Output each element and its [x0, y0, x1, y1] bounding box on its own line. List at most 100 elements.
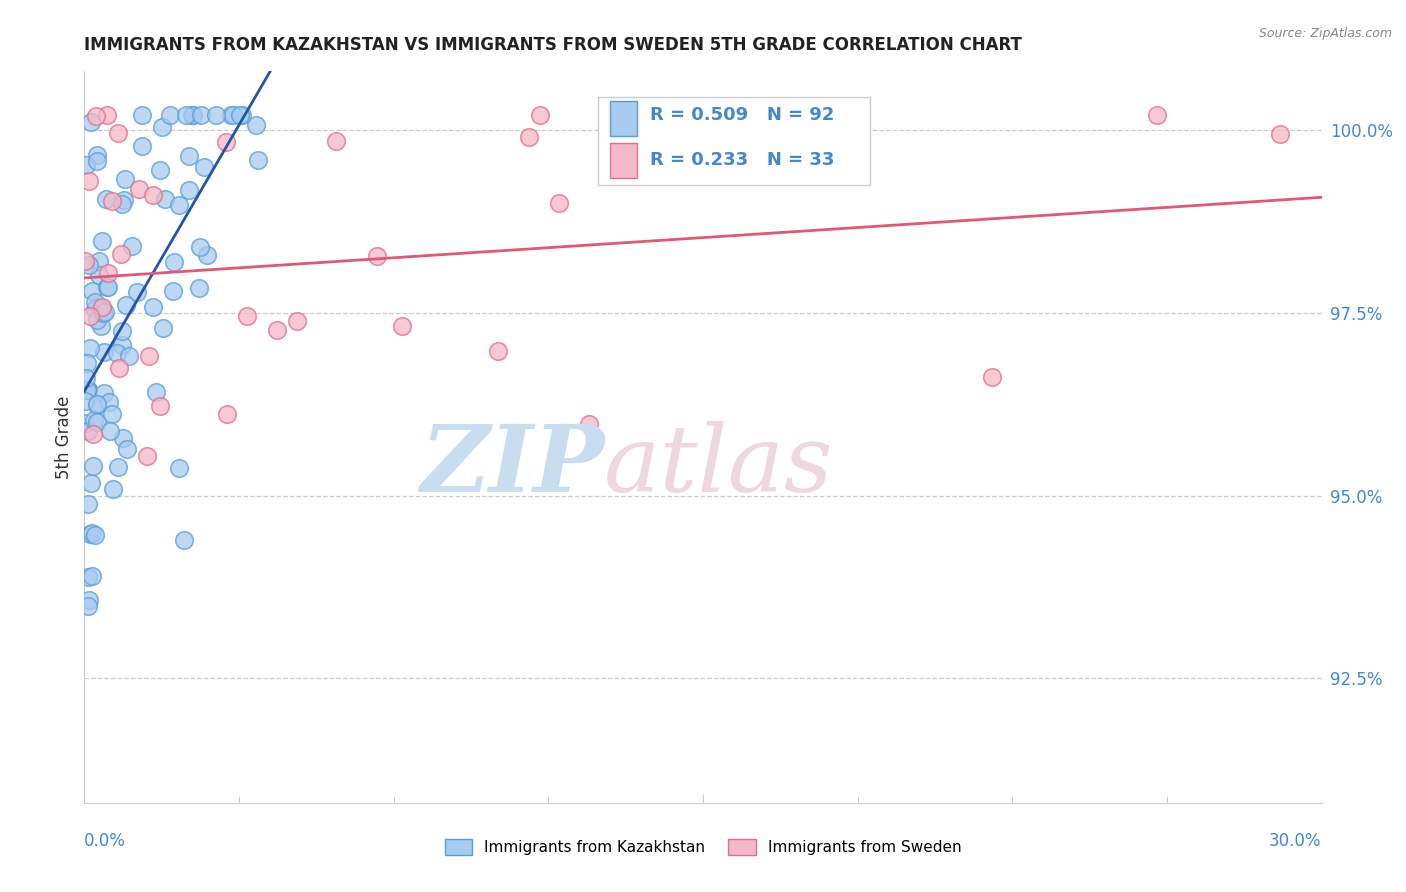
- Point: [96, 108, 118, 122]
- Point: [101, 482, 124, 496]
- Point: [517, 130, 540, 145]
- Point: [245, 118, 267, 132]
- Point: [221, 108, 243, 122]
- Text: R = 0.233   N = 33: R = 0.233 N = 33: [650, 151, 834, 169]
- Point: [235, 310, 257, 324]
- Point: [77, 497, 100, 511]
- Point: [80, 284, 103, 298]
- Point: [84, 109, 107, 123]
- Point: [127, 285, 149, 299]
- Point: [1146, 108, 1168, 122]
- Point: [153, 192, 176, 206]
- Legend: Immigrants from Kazakhstan, Immigrants from Sweden: Immigrants from Kazakhstan, Immigrants f…: [439, 833, 967, 861]
- Point: [73, 254, 96, 268]
- Point: [77, 599, 100, 614]
- Point: [231, 108, 253, 122]
- Point: [115, 298, 138, 312]
- Point: [93, 345, 115, 359]
- Point: [80, 526, 103, 541]
- Point: [145, 385, 167, 400]
- Point: [76, 383, 98, 397]
- Text: R = 0.509   N = 92: R = 0.509 N = 92: [650, 105, 834, 123]
- Point: [114, 172, 136, 186]
- Point: [94, 192, 117, 206]
- Point: [180, 108, 202, 122]
- Point: [86, 147, 108, 161]
- Text: atlas: atlas: [605, 421, 834, 511]
- Point: [163, 255, 186, 269]
- Point: [76, 383, 98, 397]
- Point: [79, 341, 101, 355]
- Point: [128, 182, 150, 196]
- Point: [366, 249, 388, 263]
- Point: [173, 533, 195, 547]
- Point: [82, 427, 104, 442]
- Point: [108, 361, 131, 376]
- Point: [112, 193, 135, 207]
- Point: [193, 160, 215, 174]
- Point: [219, 108, 242, 122]
- Point: [285, 314, 308, 328]
- Point: [111, 338, 134, 352]
- Point: [86, 397, 108, 411]
- Point: [1270, 127, 1292, 141]
- Point: [86, 415, 108, 429]
- Point: [87, 268, 110, 282]
- Point: [97, 280, 120, 294]
- Point: [131, 138, 153, 153]
- Point: [247, 153, 270, 167]
- Text: 0.0%: 0.0%: [84, 832, 127, 850]
- Text: ZIP: ZIP: [420, 421, 605, 511]
- Point: [91, 234, 114, 248]
- Point: [105, 346, 128, 360]
- Point: [79, 258, 101, 272]
- FancyBboxPatch shape: [610, 143, 637, 178]
- Point: [90, 301, 112, 316]
- Point: [980, 370, 1002, 384]
- Text: IMMIGRANTS FROM KAZAKHSTAN VS IMMIGRANTS FROM SWEDEN 5TH GRADE CORRELATION CHART: IMMIGRANTS FROM KAZAKHSTAN VS IMMIGRANTS…: [84, 36, 1022, 54]
- Point: [121, 239, 143, 253]
- Point: [73, 417, 96, 431]
- Point: [84, 302, 107, 317]
- Point: [107, 126, 129, 140]
- Point: [181, 108, 204, 122]
- Point: [86, 399, 108, 413]
- Text: Source: ZipAtlas.com: Source: ZipAtlas.com: [1258, 27, 1392, 40]
- Point: [76, 383, 98, 397]
- Point: [97, 266, 120, 280]
- Point: [167, 461, 190, 475]
- Point: [138, 350, 160, 364]
- Point: [111, 197, 134, 211]
- Point: [152, 320, 174, 334]
- Point: [77, 570, 100, 584]
- Point: [148, 400, 170, 414]
- Point: [204, 108, 226, 122]
- Point: [266, 323, 288, 337]
- Point: [391, 318, 413, 333]
- Point: [84, 294, 107, 309]
- FancyBboxPatch shape: [598, 97, 870, 185]
- Point: [90, 300, 112, 314]
- Point: [215, 136, 238, 150]
- Point: [110, 247, 132, 261]
- Point: [174, 108, 197, 122]
- Text: 30.0%: 30.0%: [1270, 832, 1322, 850]
- Point: [100, 407, 122, 421]
- Point: [96, 280, 118, 294]
- Point: [229, 108, 252, 122]
- Point: [75, 394, 97, 409]
- Point: [107, 460, 129, 475]
- Point: [195, 248, 218, 262]
- Point: [529, 108, 551, 122]
- Point: [101, 194, 124, 208]
- Point: [162, 285, 184, 299]
- Point: [98, 395, 121, 409]
- Point: [84, 528, 107, 542]
- Point: [167, 198, 190, 212]
- Point: [90, 319, 112, 334]
- Point: [75, 371, 97, 385]
- Point: [79, 309, 101, 323]
- Point: [82, 459, 104, 474]
- Point: [79, 527, 101, 541]
- Point: [149, 162, 172, 177]
